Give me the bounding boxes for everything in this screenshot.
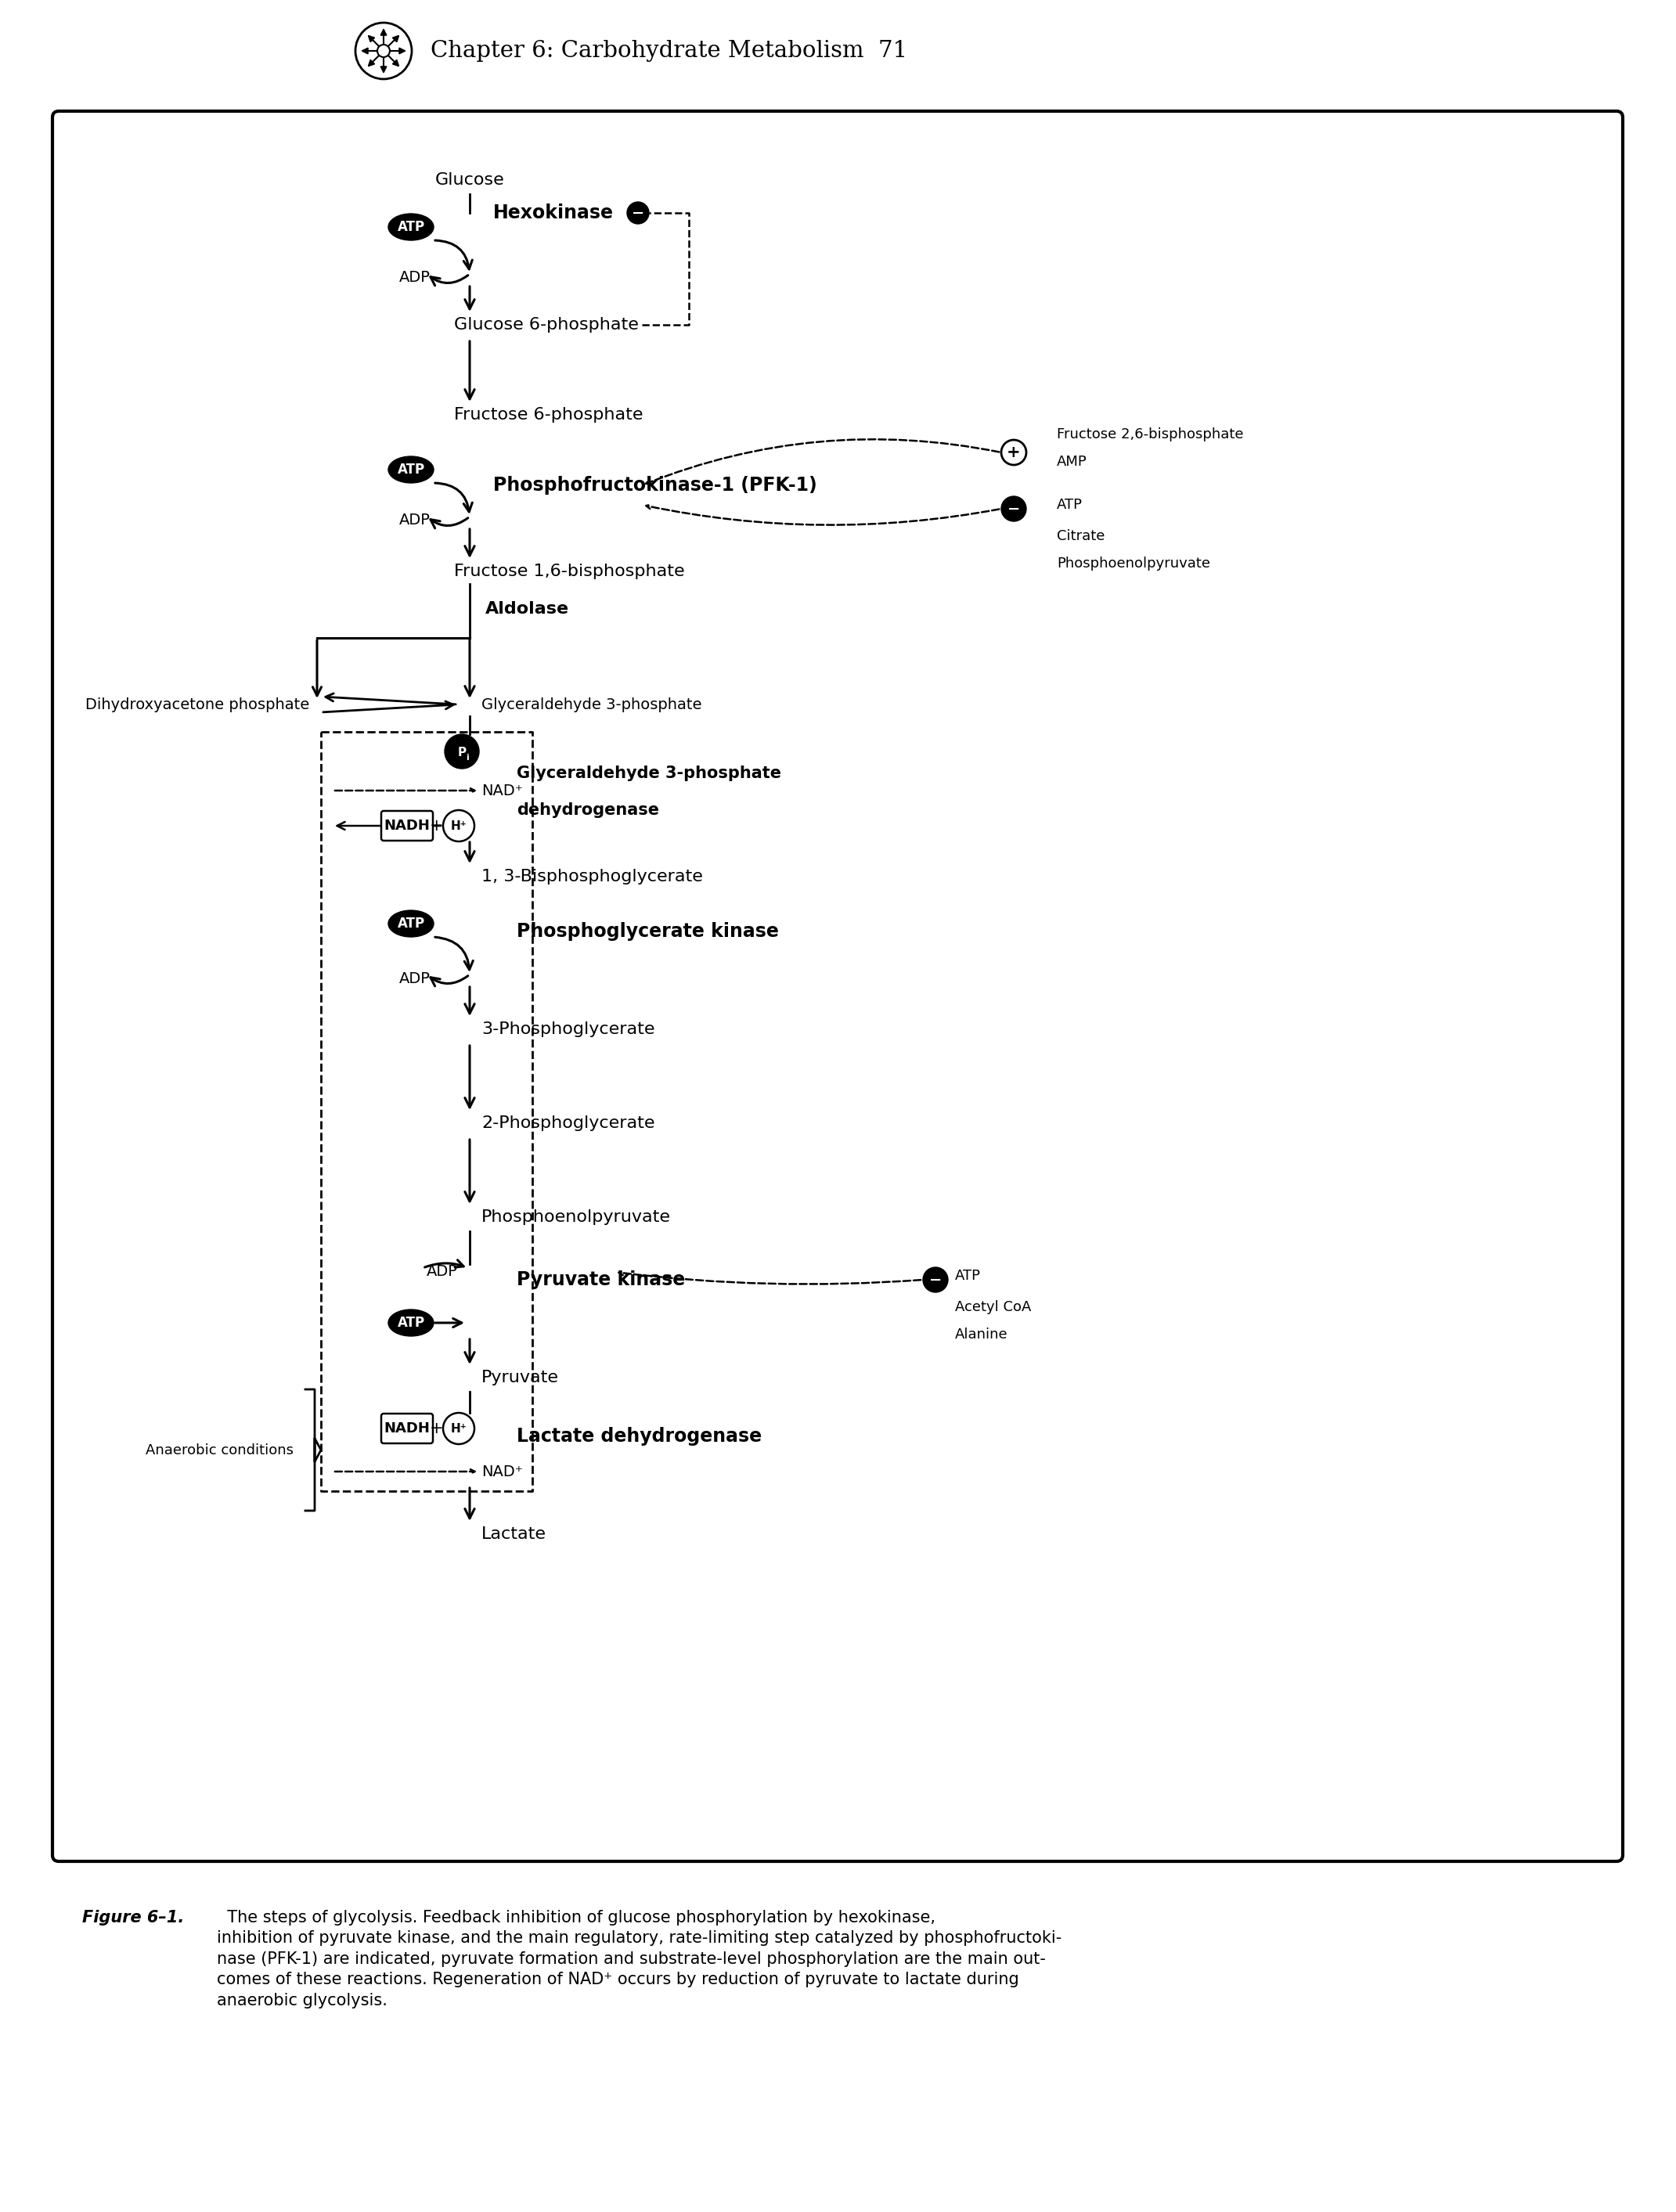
Text: NADH: NADH bbox=[384, 1422, 431, 1436]
FancyBboxPatch shape bbox=[380, 1413, 432, 1444]
Text: −: − bbox=[929, 1272, 942, 1287]
Text: Fructose 6-phosphate: Fructose 6-phosphate bbox=[454, 407, 644, 422]
Text: Glyceraldehyde 3-phosphate: Glyceraldehyde 3-phosphate bbox=[481, 697, 702, 712]
Ellipse shape bbox=[389, 215, 434, 241]
Text: Acetyl CoA: Acetyl CoA bbox=[955, 1301, 1031, 1314]
FancyBboxPatch shape bbox=[380, 812, 432, 841]
Text: Fructose 1,6-bisphosphate: Fructose 1,6-bisphosphate bbox=[454, 564, 685, 580]
Text: H⁺: H⁺ bbox=[451, 821, 468, 832]
Text: +: + bbox=[431, 818, 444, 834]
Circle shape bbox=[442, 810, 474, 841]
Text: 1, 3-Bisphosphoglycerate: 1, 3-Bisphosphoglycerate bbox=[481, 869, 702, 885]
Text: NADH: NADH bbox=[384, 818, 431, 834]
Text: ATP: ATP bbox=[955, 1270, 980, 1283]
Text: +: + bbox=[1007, 445, 1021, 460]
Text: ATP: ATP bbox=[397, 462, 424, 476]
Text: NAD⁺: NAD⁺ bbox=[481, 1464, 523, 1480]
Ellipse shape bbox=[389, 456, 434, 482]
Text: 3-Phosphoglycerate: 3-Phosphoglycerate bbox=[481, 1022, 655, 1037]
Text: H⁺: H⁺ bbox=[451, 1422, 468, 1433]
Text: Hexokinase: Hexokinase bbox=[493, 204, 613, 221]
Ellipse shape bbox=[389, 1310, 434, 1336]
Text: ADP: ADP bbox=[399, 513, 431, 529]
Text: ATP: ATP bbox=[1058, 498, 1083, 511]
Text: ATP: ATP bbox=[397, 916, 424, 931]
Text: Pyruvate: Pyruvate bbox=[481, 1369, 558, 1385]
Text: ADP: ADP bbox=[399, 270, 431, 285]
Text: ADP: ADP bbox=[399, 971, 431, 987]
Text: Anaerobic conditions: Anaerobic conditions bbox=[146, 1442, 293, 1458]
Text: Fructose 2,6-bisphosphate: Fructose 2,6-bisphosphate bbox=[1058, 427, 1244, 442]
Text: Phosphoenolpyruvate: Phosphoenolpyruvate bbox=[481, 1210, 670, 1225]
Circle shape bbox=[627, 201, 649, 223]
Text: Dihydroxyacetone phosphate: Dihydroxyacetone phosphate bbox=[85, 697, 308, 712]
Text: Phosphoenolpyruvate: Phosphoenolpyruvate bbox=[1058, 557, 1210, 571]
Text: AMP: AMP bbox=[1058, 456, 1088, 469]
Text: +: + bbox=[431, 1420, 444, 1436]
Text: Chapter 6: Carbohydrate Metabolism  ​​71: Chapter 6: Carbohydrate Metabolism ​​71 bbox=[431, 40, 907, 62]
Text: The steps of glycolysis. Feedback inhibition of glucose phosphorylation by hexok: The steps of glycolysis. Feedback inhibi… bbox=[216, 1909, 1061, 2008]
Text: P: P bbox=[458, 748, 466, 759]
Text: Glyceraldehyde 3-phosphate: Glyceraldehyde 3-phosphate bbox=[516, 765, 781, 781]
FancyBboxPatch shape bbox=[52, 111, 1622, 1860]
Text: ATP: ATP bbox=[397, 219, 424, 234]
Text: dehydrogenase: dehydrogenase bbox=[516, 803, 659, 818]
Text: −: − bbox=[632, 206, 644, 221]
Text: Glucose: Glucose bbox=[436, 173, 504, 188]
Text: Phosphofructokinase-1 (PFK-1): Phosphofructokinase-1 (PFK-1) bbox=[493, 476, 818, 495]
Text: NAD⁺: NAD⁺ bbox=[481, 783, 523, 799]
Text: Citrate: Citrate bbox=[1058, 529, 1104, 544]
Circle shape bbox=[442, 1413, 474, 1444]
Text: Pyruvate kinase: Pyruvate kinase bbox=[516, 1270, 685, 1290]
Circle shape bbox=[1001, 440, 1026, 465]
Text: Lactate: Lactate bbox=[481, 1526, 546, 1542]
Text: Aldolase: Aldolase bbox=[486, 602, 570, 617]
Text: Glucose 6-phosphate: Glucose 6-phosphate bbox=[454, 316, 639, 332]
Text: 2-Phosphoglycerate: 2-Phosphoglycerate bbox=[481, 1115, 655, 1130]
Text: ADP: ADP bbox=[427, 1265, 458, 1279]
Circle shape bbox=[377, 44, 391, 58]
Text: i: i bbox=[466, 754, 469, 761]
Text: Lactate dehydrogenase: Lactate dehydrogenase bbox=[516, 1427, 763, 1447]
Circle shape bbox=[1001, 495, 1026, 522]
Circle shape bbox=[923, 1267, 949, 1292]
Text: ATP: ATP bbox=[397, 1316, 424, 1329]
Ellipse shape bbox=[389, 911, 434, 938]
Text: Alanine: Alanine bbox=[955, 1327, 1007, 1343]
Text: Phosphoglycerate kinase: Phosphoglycerate kinase bbox=[516, 922, 779, 940]
Circle shape bbox=[444, 734, 479, 768]
Text: −: − bbox=[1007, 502, 1021, 515]
Text: Figure 6–1.: Figure 6–1. bbox=[82, 1909, 184, 1924]
